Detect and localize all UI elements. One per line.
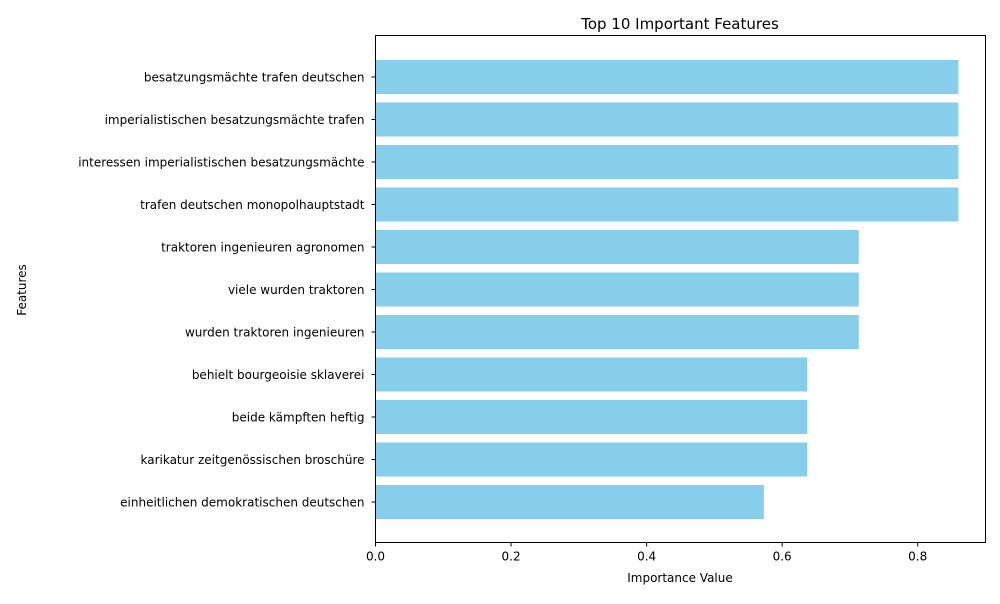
x-tick-label: 0.8 (908, 550, 927, 564)
y-tick-labels: besatzungsmächte trafen deutschen imperia… (78, 71, 376, 510)
bar (375, 485, 764, 519)
bar (375, 272, 859, 307)
x-axis-title: Importance Value (627, 571, 733, 585)
bar (375, 230, 859, 264)
y-tick-label: karikatur zeitgenössischen broschüre (140, 453, 364, 467)
bar (375, 400, 808, 434)
y-tick-label: besatzungsmächte trafen deutschen (144, 71, 365, 85)
x-tick-label: 0.4 (637, 550, 656, 564)
y-axis-title: Features (15, 264, 29, 316)
y-tick-label: interessen imperialistischen besatzungsm… (78, 156, 364, 170)
bar (375, 357, 808, 392)
y-tick-label: behielt bourgeoisie sklaverei (192, 368, 365, 382)
y-tick-label: beide kämpften heftig (232, 411, 365, 425)
bar (375, 187, 959, 222)
x-tick-label: 0.0 (366, 550, 385, 564)
bar (375, 442, 808, 477)
x-axis-ticks: 0.0 0.2 0.4 0.6 0.8 (366, 542, 927, 564)
y-tick-label: trafen deutschen monopolhauptstadt (140, 198, 365, 212)
y-tick-label: traktoren ingenieuren agronomen (161, 241, 364, 255)
y-tick-label: einheitlichen demokratischen deutschen (120, 496, 364, 510)
plot-frame (375, 35, 986, 543)
x-tick-label: 0.2 (502, 550, 521, 564)
y-tick-label: wurden traktoren ingenieuren (185, 326, 365, 340)
bars-group (375, 60, 959, 519)
bar (375, 145, 959, 179)
bar (375, 315, 859, 349)
chart-title: Top 10 Important Features (580, 15, 779, 33)
y-tick-label: imperialistischen besatzungsmächte trafe… (105, 113, 365, 127)
bar (375, 60, 959, 94)
y-tick-label: viele wurden traktoren (228, 283, 365, 297)
bar (375, 102, 959, 137)
x-tick-label: 0.6 (773, 550, 792, 564)
